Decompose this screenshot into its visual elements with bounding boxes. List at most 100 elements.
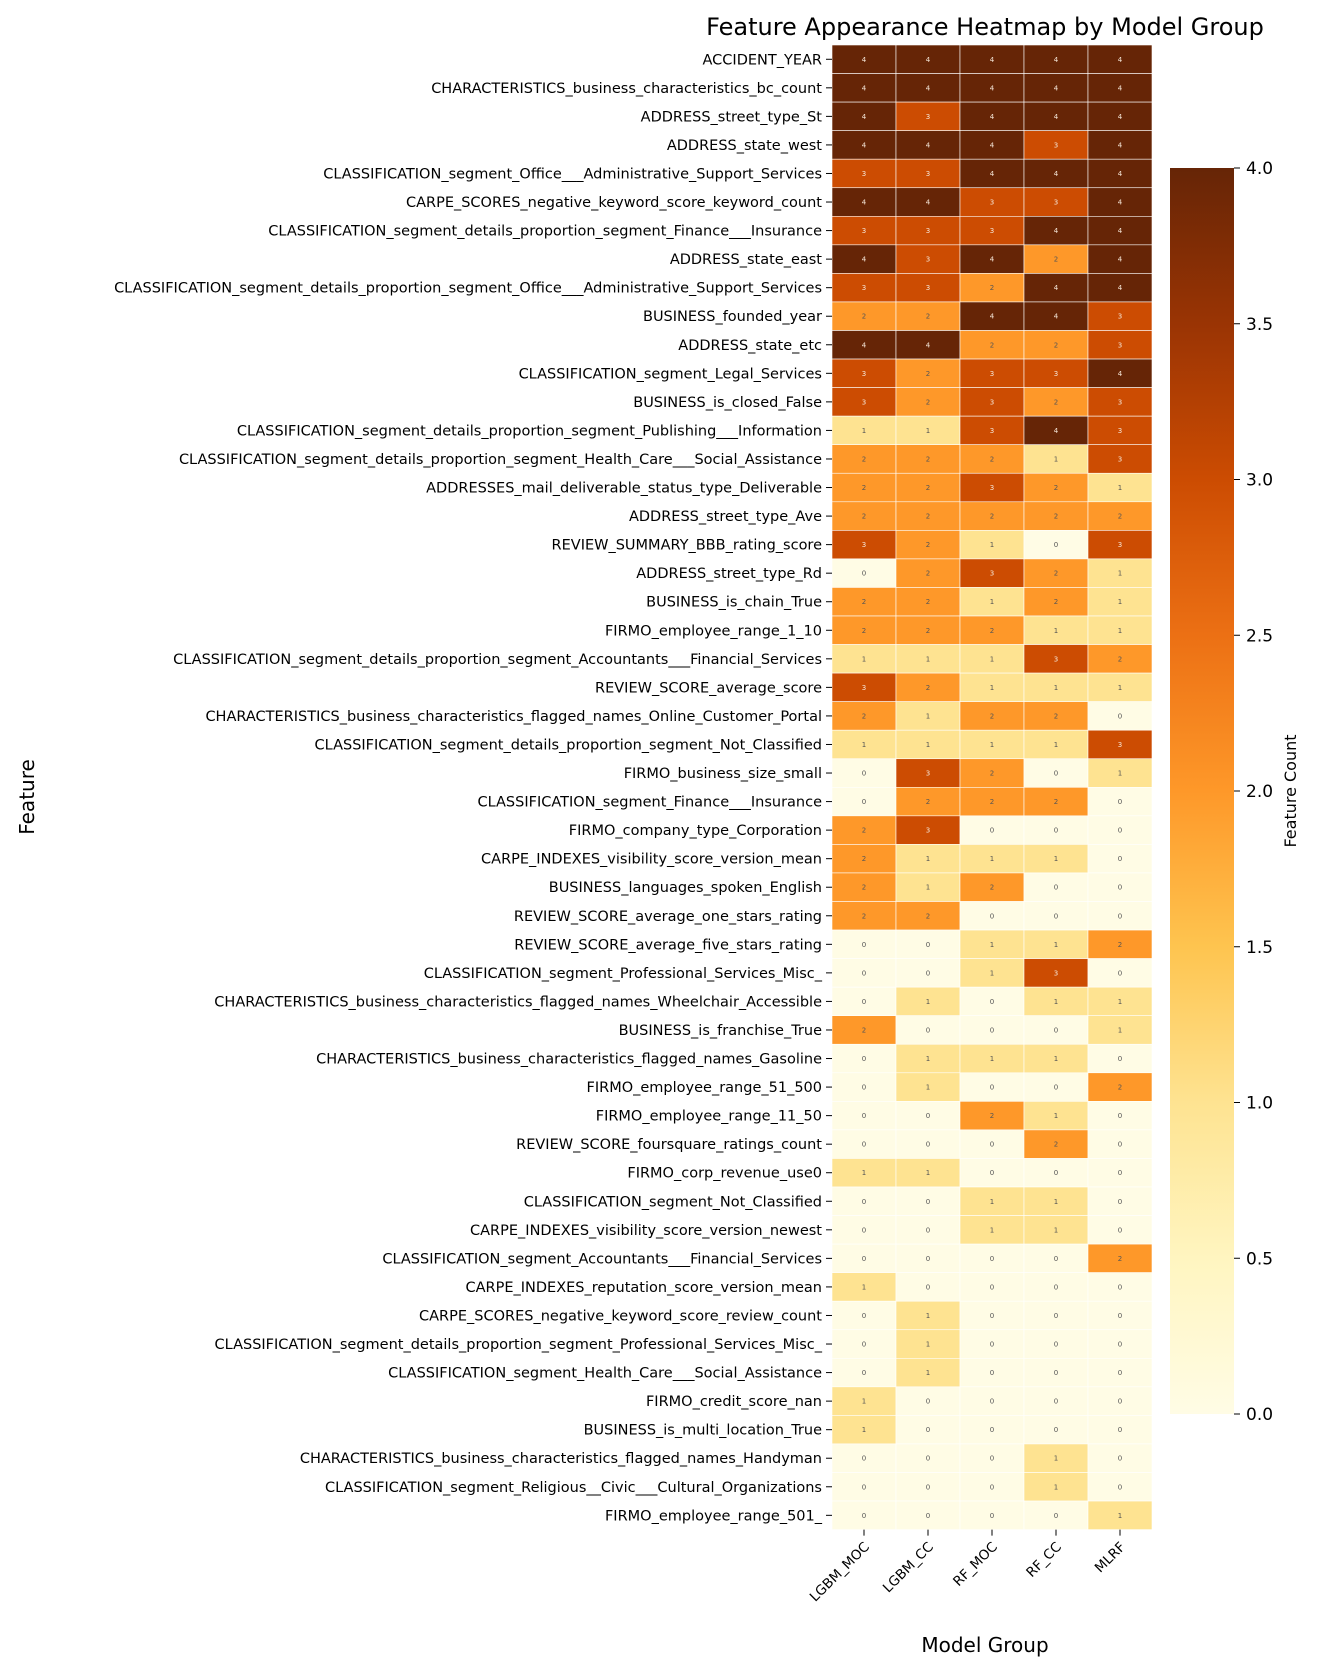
heatmap-cell	[1087, 1358, 1153, 1388]
cell-value-label: 0	[1118, 1226, 1122, 1234]
cell-value-label: 2	[990, 284, 994, 292]
heatmap-cell	[895, 1500, 961, 1530]
heatmap-cell	[959, 301, 1025, 331]
cell-value-label: 0	[862, 941, 866, 949]
heatmap-cell	[1087, 415, 1153, 445]
heatmap-cell	[1087, 101, 1153, 131]
heatmap-cell	[959, 444, 1025, 474]
cell-value-label: 2	[862, 712, 866, 720]
heatmap-cell	[895, 44, 961, 74]
cell-value-label: 2	[1054, 513, 1058, 521]
heatmap-cell	[1023, 444, 1089, 474]
y-tick-label: ADDRESSES_mail_deliverable_status_type_D…	[426, 481, 822, 497]
cell-value-label: 0	[1118, 1169, 1122, 1177]
heatmap-cell	[831, 358, 897, 388]
heatmap-cell	[1023, 387, 1089, 417]
y-tick-label: REVIEW_SCORE_average_score	[595, 680, 822, 696]
cell-value-label: 4	[1054, 84, 1059, 92]
heatmap-cell	[831, 558, 897, 588]
heatmap-cell	[1087, 387, 1153, 417]
cell-value-label: 3	[1118, 398, 1122, 406]
cell-value-label: 0	[1054, 770, 1058, 778]
cell-value-label: 0	[926, 1426, 930, 1434]
heatmap-cell	[1087, 1129, 1153, 1159]
colorbar-tick-label: 1.5	[1246, 938, 1273, 958]
cell-value-label: 2	[862, 313, 866, 321]
cell-value-label: 0	[926, 1483, 930, 1491]
heatmap-cell	[1087, 73, 1153, 103]
heatmap-cell	[1087, 901, 1153, 931]
y-tick-label: CLASSIFICATION_segment_Religious__Civic_…	[325, 1480, 822, 1496]
cell-value-label: 2	[862, 912, 866, 920]
cell-value-label: 1	[862, 655, 866, 663]
cell-value-label: 2	[1054, 341, 1058, 349]
heatmap-cell	[1023, 358, 1089, 388]
cell-value-label: 0	[990, 1512, 994, 1520]
cell-value-label: 4	[926, 341, 931, 349]
cell-value-label: 3	[1054, 655, 1058, 663]
heatmap-cell	[831, 1272, 897, 1302]
cell-value-label: 2	[926, 798, 930, 806]
cell-value-label: 1	[1118, 570, 1122, 578]
heatmap-cell	[959, 701, 1025, 731]
heatmap-cell	[1023, 729, 1089, 760]
cell-value-label: 0	[862, 1455, 866, 1463]
cell-value-label: 0	[1054, 1341, 1058, 1349]
cell-value-label: 0	[1118, 1369, 1122, 1377]
heatmap-cell	[1087, 1043, 1153, 1074]
heatmap-cell	[1087, 1386, 1153, 1416]
cell-value-label: 4	[862, 341, 867, 349]
y-tick-label: CARPE_INDEXES_visibility_score_version_n…	[470, 1223, 822, 1239]
heatmap-cell	[959, 872, 1025, 902]
cell-value-label: 2	[1054, 598, 1058, 606]
cell-value-label: 2	[990, 341, 994, 349]
cell-value-label: 0	[990, 1141, 994, 1149]
y-tick-label: CLASSIFICATION_segment_Health_Care___Soc…	[388, 1366, 822, 1382]
y-tick-label: BUSINESS_is_chain_True	[646, 595, 822, 611]
heatmap-cell	[895, 615, 961, 645]
heatmap-cell	[895, 244, 961, 274]
heatmap-cell	[895, 158, 961, 189]
cell-value-label: 4	[862, 256, 867, 264]
cell-value-label: 2	[862, 855, 866, 863]
heatmap-cell	[831, 1215, 897, 1245]
heatmap-cell	[959, 530, 1025, 560]
cell-value-label: 3	[990, 398, 994, 406]
cell-value-label: 3	[1118, 341, 1122, 349]
cell-value-label: 4	[926, 84, 931, 92]
heatmap-cell	[1023, 615, 1089, 645]
cell-value-label: 3	[926, 827, 930, 835]
heatmap-cell	[1023, 1243, 1089, 1273]
y-tick-label: ADDRESS_street_type_Ave	[629, 509, 822, 525]
cell-value-label: 0	[1054, 1512, 1058, 1520]
cell-value-label: 0	[1118, 1312, 1122, 1320]
heatmap-cell	[895, 1215, 961, 1245]
cell-value-label: 0	[1054, 884, 1058, 892]
cell-value-label: 1	[1054, 1198, 1058, 1206]
cell-value-label: 0	[1054, 541, 1058, 549]
heatmap-cell	[1087, 1243, 1153, 1273]
cell-value-label: 2	[1054, 1141, 1058, 1149]
cell-value-label: 2	[926, 484, 930, 492]
cell-value-label: 3	[926, 227, 930, 235]
cell-value-label: 3	[990, 570, 994, 578]
y-tick-label: CLASSIFICATION_segment_details_proportio…	[237, 423, 822, 439]
heatmap-cell	[895, 758, 961, 788]
heatmap-cell	[1087, 1015, 1153, 1045]
cell-value-label: 0	[926, 1198, 930, 1206]
heatmap-cell	[1087, 615, 1153, 645]
cell-value-label: 1	[990, 541, 994, 549]
cell-value-label: 0	[990, 1455, 994, 1463]
cell-value-label: 0	[990, 998, 994, 1006]
x-axis-title: Model Group	[921, 1633, 1048, 1657]
heatmap-cell	[1087, 1272, 1153, 1302]
cell-value-label: 1	[1054, 1483, 1058, 1491]
cell-value-label: 4	[990, 141, 995, 149]
cell-value-label: 3	[990, 370, 994, 378]
heatmap-cell	[1023, 44, 1089, 74]
heatmap-cell	[1087, 701, 1153, 731]
cell-value-label: 1	[1118, 1026, 1122, 1034]
cell-value-label: 0	[926, 1398, 930, 1406]
heatmap-cell	[959, 73, 1025, 103]
